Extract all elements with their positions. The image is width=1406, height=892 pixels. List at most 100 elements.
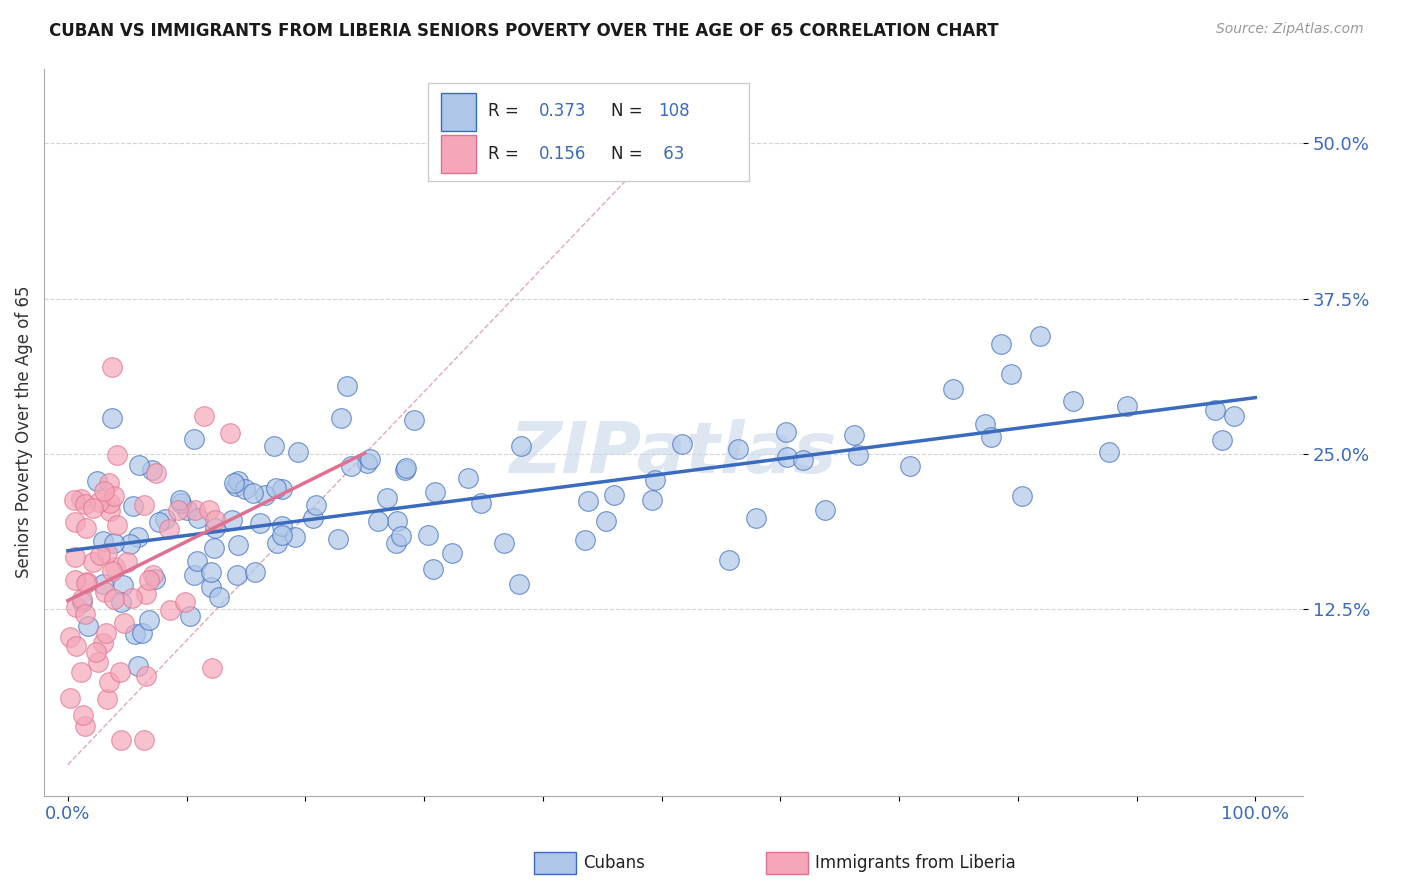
Point	[359, 452, 381, 467]
Point	[266, 535, 288, 549]
Point	[249, 516, 271, 531]
Point	[157, 522, 180, 536]
Point	[356, 456, 378, 470]
Point	[169, 493, 191, 508]
Y-axis label: Seniors Poverty Over the Age of 65: Seniors Poverty Over the Age of 65	[15, 286, 32, 578]
Point	[73, 497, 96, 511]
Point	[110, 732, 132, 747]
Point	[174, 595, 197, 609]
Point	[89, 549, 111, 563]
Point	[744, 511, 766, 525]
FancyBboxPatch shape	[427, 83, 749, 181]
Point	[127, 530, 149, 544]
Text: 63: 63	[658, 145, 685, 162]
Point	[776, 450, 799, 464]
Point	[402, 413, 425, 427]
Point	[63, 515, 86, 529]
Point	[103, 591, 125, 606]
Point	[457, 471, 479, 485]
Point	[973, 417, 995, 431]
Point	[990, 337, 1012, 351]
Point	[142, 567, 165, 582]
Point	[848, 448, 870, 462]
Point	[176, 502, 198, 516]
Point	[263, 439, 285, 453]
Point	[326, 532, 349, 546]
Point	[792, 452, 814, 467]
Point	[138, 573, 160, 587]
Point	[942, 382, 965, 396]
Point	[73, 607, 96, 622]
Point	[509, 439, 531, 453]
Point	[122, 499, 145, 513]
Point	[284, 530, 307, 544]
Point	[1204, 403, 1226, 417]
Point	[127, 658, 149, 673]
Point	[204, 521, 226, 535]
Point	[100, 564, 122, 578]
Point	[111, 578, 134, 592]
Point	[1115, 400, 1137, 414]
Point	[179, 608, 201, 623]
Point	[70, 595, 93, 609]
Point	[91, 636, 114, 650]
Point	[183, 567, 205, 582]
Point	[145, 467, 167, 481]
Point	[135, 669, 157, 683]
Point	[1223, 409, 1246, 423]
Point	[470, 496, 492, 510]
Point	[287, 445, 309, 459]
Text: CUBAN VS IMMIGRANTS FROM LIBERIA SENIORS POVERTY OVER THE AGE OF 65 CORRELATION : CUBAN VS IMMIGRANTS FROM LIBERIA SENIORS…	[49, 22, 998, 40]
Point	[775, 425, 797, 439]
Point	[204, 513, 226, 527]
Point	[128, 458, 150, 472]
Point	[59, 690, 82, 705]
Point	[94, 585, 117, 599]
Point	[132, 732, 155, 747]
Point	[1028, 329, 1050, 343]
Point	[101, 410, 124, 425]
Point	[131, 626, 153, 640]
Point	[77, 619, 100, 633]
Point	[70, 591, 93, 606]
Point	[218, 426, 240, 441]
Point	[1011, 489, 1033, 503]
Point	[208, 590, 231, 604]
Point	[385, 535, 408, 549]
Point	[385, 515, 408, 529]
Point	[1000, 368, 1022, 382]
Point	[97, 675, 120, 690]
Point	[132, 499, 155, 513]
Point	[671, 437, 693, 451]
Point	[183, 432, 205, 446]
Point	[159, 603, 181, 617]
Point	[104, 559, 127, 574]
Point	[86, 475, 108, 489]
Point	[225, 479, 247, 493]
Point	[186, 554, 208, 568]
Point	[330, 410, 353, 425]
Point	[72, 708, 94, 723]
Text: N =: N =	[610, 145, 647, 162]
Point	[717, 553, 740, 567]
Point	[112, 615, 135, 630]
Point	[727, 442, 749, 456]
Point	[98, 496, 121, 510]
Point	[508, 577, 530, 591]
Point	[336, 378, 359, 392]
Point	[198, 503, 221, 517]
FancyBboxPatch shape	[440, 94, 475, 131]
Point	[1211, 433, 1233, 447]
Point	[96, 691, 118, 706]
Point	[141, 463, 163, 477]
Text: ZIPatlas: ZIPatlas	[510, 419, 837, 489]
Point	[87, 655, 110, 669]
Point	[138, 613, 160, 627]
Point	[813, 502, 835, 516]
Point	[73, 719, 96, 733]
Point	[422, 561, 444, 575]
Point	[644, 473, 666, 487]
Point	[270, 519, 292, 533]
Point	[167, 503, 190, 517]
Point	[641, 492, 664, 507]
